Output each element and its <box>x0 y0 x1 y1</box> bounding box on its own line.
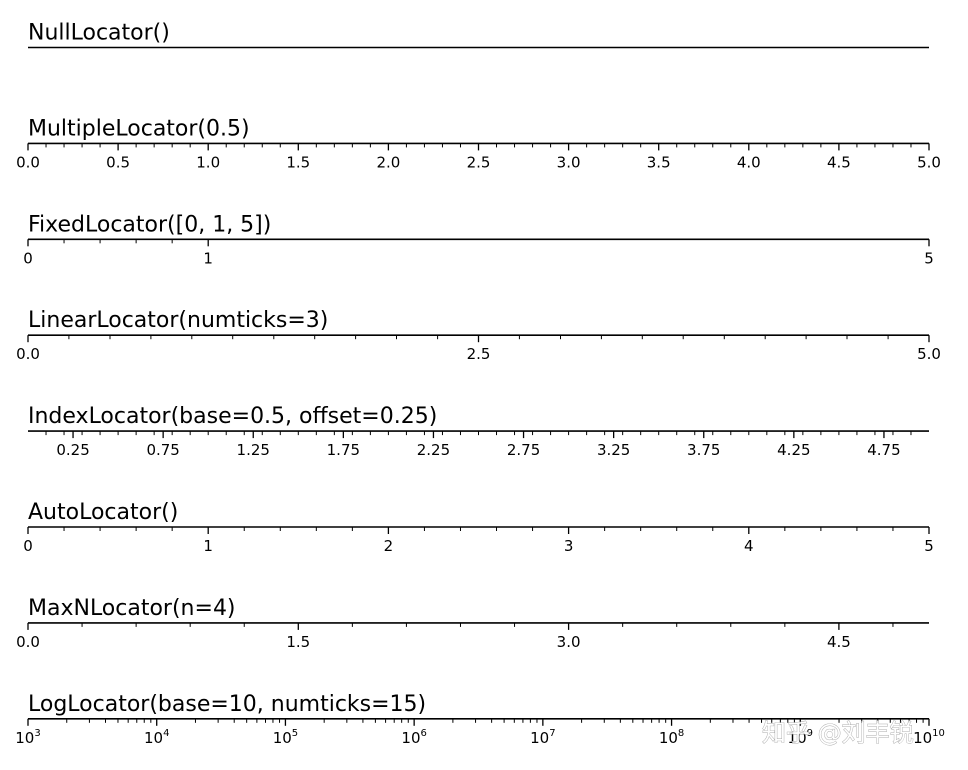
tick-label: 2.0 <box>376 153 400 171</box>
axis-panel-loglocator: LogLocator(base=10, numticks=15) 103 104 10… <box>15 692 945 747</box>
tick-label: 104 <box>144 728 169 747</box>
panel-title: FixedLocator([0, 1, 5]) <box>28 212 271 237</box>
tick-label: 4.5 <box>827 633 851 651</box>
tick-label: 2.5 <box>467 153 491 171</box>
panel-title: MultipleLocator(0.5) <box>28 116 250 141</box>
tick-label: 1010 <box>913 728 945 747</box>
tick-label: 2.25 <box>417 441 450 459</box>
tick-label: 5.0 <box>917 345 941 363</box>
tick-label: 108 <box>659 728 684 747</box>
panel-title: IndexLocator(base=0.5, offset=0.25) <box>28 404 437 429</box>
tick-label: 1.75 <box>327 441 360 459</box>
panel-title: NullLocator() <box>28 21 170 46</box>
tick-label: 0.0 <box>16 153 40 171</box>
tick-label: 2.75 <box>507 441 540 459</box>
tick-label: 2.5 <box>467 345 491 363</box>
tick-label: 0 <box>23 249 33 267</box>
tick-label: 3.0 <box>557 633 581 651</box>
tick-label: 0.0 <box>16 633 40 651</box>
tick-label: 3.5 <box>647 153 671 171</box>
tick-label: 1.25 <box>237 441 270 459</box>
axis-panel-maxnlocator: MaxNLocator(n=4) 0.0 1.5 3.0 4.5 <box>16 596 929 651</box>
axis-panel-linearlocator: LinearLocator(numticks=3) 0.0 2.5 5.0 <box>16 308 941 363</box>
tick-label: 3 <box>564 537 574 555</box>
axis-panel-indexlocator: IndexLocator(base=0.5, offset=0.25) 0.25 0… <box>28 404 929 459</box>
tick-label: 5 <box>924 537 934 555</box>
axis-panel-fixedlocator: FixedLocator([0, 1, 5]) 0 1 5 <box>23 212 934 267</box>
tick-label: 107 <box>530 728 555 747</box>
tick-label: 106 <box>401 728 426 747</box>
tick-label: 0.0 <box>16 345 40 363</box>
panel-title: LinearLocator(numticks=3) <box>28 308 328 333</box>
tick-label: 3.25 <box>597 441 630 459</box>
axis-panel-multiplelocator: MultipleLocator(0.5) 0.0 0.5 1.0 1.5 2.0 2.5 3.… <box>16 116 941 171</box>
tick-label: 4.5 <box>827 153 851 171</box>
tick-label: 3.0 <box>557 153 581 171</box>
axis-panel-autolocator: AutoLocator() 0 1 2 3 4 5 <box>23 500 934 555</box>
panel-title: AutoLocator() <box>28 500 178 525</box>
tick-label: 109 <box>788 728 813 747</box>
tick-label: 0.5 <box>106 153 130 171</box>
tick-label: 1.5 <box>286 633 310 651</box>
panel-title: LogLocator(base=10, numticks=15) <box>28 692 426 717</box>
tick-label: 4 <box>744 537 754 555</box>
tick-label: 1.0 <box>196 153 220 171</box>
watermark-text: 知乎 @刘丰锐 <box>762 719 914 747</box>
tick-label: 4.0 <box>737 153 761 171</box>
tick-label: 1 <box>203 249 213 267</box>
panel-title: MaxNLocator(n=4) <box>28 596 236 621</box>
tick-label: 0.75 <box>146 441 179 459</box>
tick-label: 1.5 <box>286 153 310 171</box>
tick-label: 0.25 <box>56 441 89 459</box>
tick-label: 4.75 <box>867 441 900 459</box>
axis-panel-nulllocator: NullLocator() <box>28 21 929 49</box>
tick-label: 105 <box>273 728 298 747</box>
tick-label: 4.25 <box>777 441 810 459</box>
tick-label: 0 <box>23 537 33 555</box>
tick-label: 1 <box>203 537 213 555</box>
tick-label: 103 <box>15 728 40 747</box>
tick-label: 5.0 <box>917 153 941 171</box>
tick-label: 2 <box>384 537 394 555</box>
tick-label: 5 <box>924 249 934 267</box>
tick-label: 3.75 <box>687 441 720 459</box>
